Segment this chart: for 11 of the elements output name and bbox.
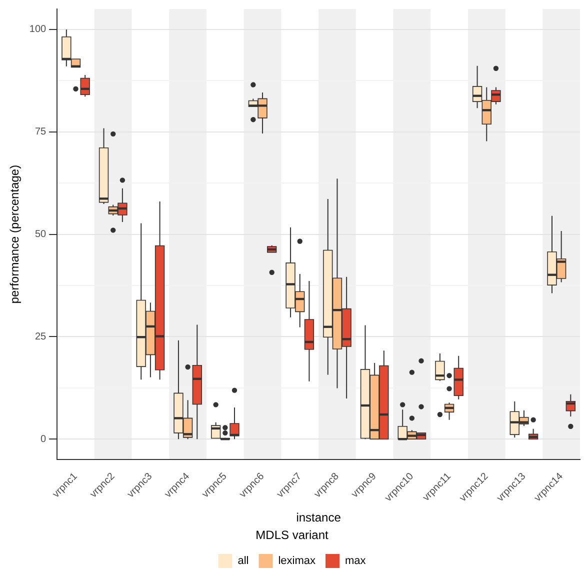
y-axis-title: performance (percentage) <box>8 164 22 304</box>
y-tick-label: 100 <box>29 24 47 36</box>
x-axis-title: instance <box>296 510 342 525</box>
legend-label: leximax <box>278 555 316 568</box>
legend-title: MDLS variant <box>256 528 330 542</box>
y-tick-label: 0 <box>40 434 47 445</box>
y-tick-label: 25 <box>34 331 47 342</box>
legend-label: max <box>345 555 366 568</box>
y-tick-label: 75 <box>34 126 47 138</box>
y-tick-label: 50 <box>34 229 47 240</box>
legend-label: all <box>238 555 249 568</box>
